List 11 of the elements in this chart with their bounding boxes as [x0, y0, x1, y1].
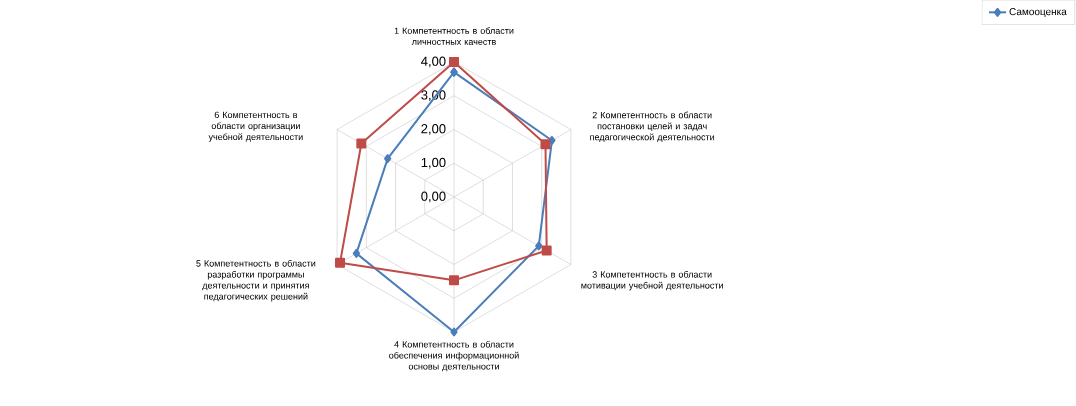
- y-tick-label: 0,00: [421, 191, 446, 203]
- spoke-label: 2 Компетентность в области постановки целей и задач педагогической деятельности: [590, 111, 715, 142]
- spoke-label: 1 Компетентность в области личностных качеств: [394, 27, 514, 45]
- y-tick-label: 4,00: [421, 56, 446, 68]
- y-tick-label: 1,00: [421, 157, 446, 169]
- legend-label: Самооценка: [1009, 8, 1067, 18]
- y-tick-label: 2,00: [421, 124, 446, 135]
- spoke-label: 5 Компетентность в области разработки программы деятельности и принятия педагогических решений: [196, 259, 316, 302]
- spoke-label: 4 Компетентность в области обеспечения информационной основы деятельности: [389, 340, 519, 372]
- spoke-label: 6 Компетентность в области организации учебной деятельности: [208, 111, 303, 142]
- spoke-label: 3 Компетентность в области мотивации учебной деятельности: [581, 270, 723, 291]
